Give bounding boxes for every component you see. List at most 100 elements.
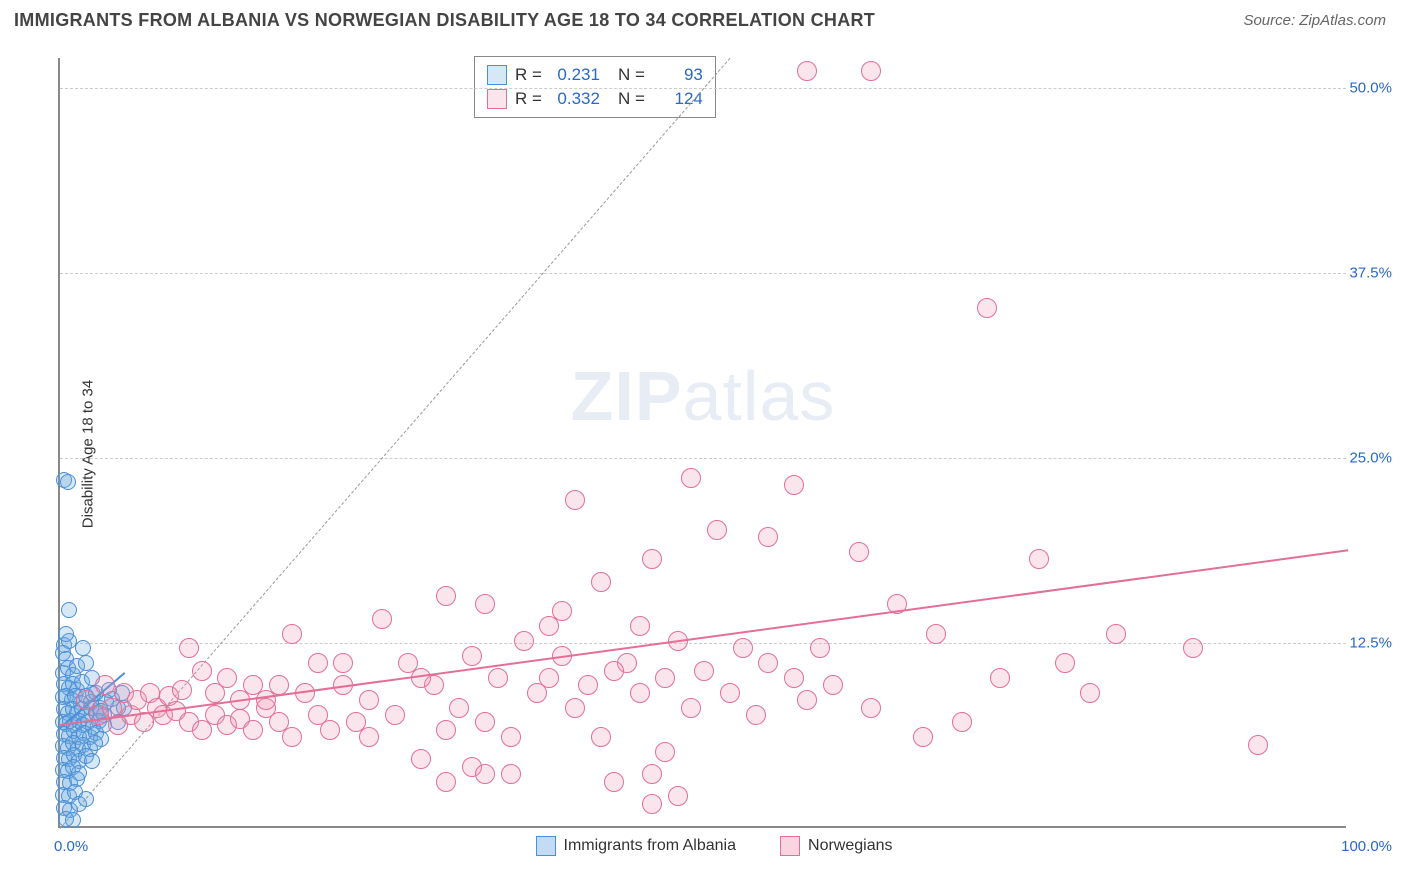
scatter-point-s1 bbox=[65, 812, 81, 828]
scatter-point-s2 bbox=[436, 586, 456, 606]
source-label: Source: ZipAtlas.com bbox=[1243, 12, 1386, 29]
stat-r-value: 0.332 bbox=[550, 89, 600, 109]
scatter-point-s2 bbox=[436, 772, 456, 792]
scatter-point-s2 bbox=[179, 638, 199, 658]
chart-title: IMMIGRANTS FROM ALBANIA VS NORWEGIAN DIS… bbox=[14, 10, 875, 31]
scatter-point-s2 bbox=[475, 594, 495, 614]
scatter-point-s2 bbox=[797, 61, 817, 81]
legend-item: Immigrants from Albania bbox=[536, 836, 737, 856]
stat-r-label: R = bbox=[515, 89, 542, 109]
scatter-point-s2 bbox=[372, 609, 392, 629]
scatter-point-s2 bbox=[733, 638, 753, 658]
scatter-point-s2 bbox=[462, 646, 482, 666]
swatch-icon bbox=[487, 89, 507, 109]
legend-label: Immigrants from Albania bbox=[564, 837, 737, 855]
scatter-point-s1 bbox=[78, 655, 94, 671]
scatter-point-s2 bbox=[578, 675, 598, 695]
plot-area: ZIPatlas R =0.231N =93R =0.332N =124 12.… bbox=[58, 58, 1346, 828]
y-tick-label: 25.0% bbox=[1349, 449, 1392, 466]
y-tick-label: 50.0% bbox=[1349, 79, 1392, 96]
scatter-point-s2 bbox=[681, 698, 701, 718]
scatter-point-s2 bbox=[243, 720, 263, 740]
scatter-point-s2 bbox=[1029, 549, 1049, 569]
scatter-point-s2 bbox=[630, 616, 650, 636]
scatter-point-s2 bbox=[990, 668, 1010, 688]
scatter-point-s1 bbox=[60, 474, 76, 490]
scatter-point-s2 bbox=[411, 749, 431, 769]
scatter-point-s2 bbox=[565, 490, 585, 510]
scatter-point-s1 bbox=[61, 602, 77, 618]
scatter-point-s2 bbox=[514, 631, 534, 651]
stat-r-value: 0.231 bbox=[550, 65, 600, 85]
scatter-point-s2 bbox=[668, 786, 688, 806]
scatter-point-s2 bbox=[655, 742, 675, 762]
scatter-point-s1 bbox=[75, 640, 91, 656]
scatter-point-s2 bbox=[359, 690, 379, 710]
scatter-point-s2 bbox=[926, 624, 946, 644]
scatter-point-s2 bbox=[192, 661, 212, 681]
scatter-point-s2 bbox=[320, 720, 340, 740]
scatter-point-s2 bbox=[475, 764, 495, 784]
stats-row-s2: R =0.332N =124 bbox=[487, 87, 703, 111]
scatter-point-s2 bbox=[810, 638, 830, 658]
scatter-point-s2 bbox=[977, 298, 997, 318]
scatter-point-s1 bbox=[78, 791, 94, 807]
legend-label: Norwegians bbox=[808, 837, 892, 855]
swatch-icon bbox=[780, 836, 800, 856]
scatter-point-s2 bbox=[913, 727, 933, 747]
scatter-point-s2 bbox=[642, 794, 662, 814]
scatter-point-s2 bbox=[707, 520, 727, 540]
scatter-point-s2 bbox=[849, 542, 869, 562]
scatter-point-s2 bbox=[630, 683, 650, 703]
scatter-point-s2 bbox=[655, 668, 675, 688]
regression-line-s2 bbox=[60, 550, 1348, 727]
scatter-point-s1 bbox=[84, 753, 100, 769]
scatter-point-s2 bbox=[475, 712, 495, 732]
scatter-point-s1 bbox=[58, 626, 74, 642]
scatter-point-s2 bbox=[172, 680, 192, 700]
scatter-point-s2 bbox=[308, 653, 328, 673]
scatter-point-s2 bbox=[565, 698, 585, 718]
legend-item: Norwegians bbox=[780, 836, 892, 856]
scatter-point-s2 bbox=[1080, 683, 1100, 703]
scatter-point-s2 bbox=[1106, 624, 1126, 644]
scatter-point-s2 bbox=[501, 764, 521, 784]
scatter-point-s2 bbox=[527, 683, 547, 703]
scatter-point-s2 bbox=[282, 624, 302, 644]
stat-r-label: R = bbox=[515, 65, 542, 85]
scatter-point-s2 bbox=[861, 61, 881, 81]
scatter-point-s2 bbox=[501, 727, 521, 747]
watermark: ZIPatlas bbox=[571, 356, 836, 436]
stats-row-s1: R =0.231N =93 bbox=[487, 63, 703, 87]
scatter-point-s2 bbox=[552, 601, 572, 621]
scatter-point-s2 bbox=[604, 772, 624, 792]
scatter-point-s2 bbox=[591, 572, 611, 592]
scatter-point-s2 bbox=[642, 549, 662, 569]
stat-n-label: N = bbox=[618, 89, 645, 109]
chart-container: Disability Age 18 to 34 ZIPatlas R =0.23… bbox=[44, 44, 1384, 864]
gridline bbox=[60, 458, 1346, 459]
scatter-point-s2 bbox=[758, 527, 778, 547]
x-legend: Immigrants from Albania Norwegians bbox=[44, 836, 1384, 856]
y-tick-label: 37.5% bbox=[1349, 264, 1392, 281]
swatch-icon bbox=[487, 65, 507, 85]
scatter-point-s2 bbox=[694, 661, 714, 681]
stat-n-value: 93 bbox=[653, 65, 703, 85]
scatter-point-s2 bbox=[861, 698, 881, 718]
scatter-point-s2 bbox=[797, 690, 817, 710]
scatter-point-s2 bbox=[95, 675, 115, 695]
scatter-point-s2 bbox=[385, 705, 405, 725]
scatter-point-s2 bbox=[604, 661, 624, 681]
scatter-point-s2 bbox=[642, 764, 662, 784]
scatter-point-s2 bbox=[1055, 653, 1075, 673]
scatter-point-s2 bbox=[488, 668, 508, 688]
scatter-point-s2 bbox=[1183, 638, 1203, 658]
scatter-point-s2 bbox=[217, 668, 237, 688]
scatter-point-s2 bbox=[449, 698, 469, 718]
gridline bbox=[60, 273, 1346, 274]
y-tick-label: 12.5% bbox=[1349, 634, 1392, 651]
scatter-point-s2 bbox=[359, 727, 379, 747]
swatch-icon bbox=[536, 836, 556, 856]
scatter-point-s2 bbox=[746, 705, 766, 725]
scatter-point-s2 bbox=[823, 675, 843, 695]
